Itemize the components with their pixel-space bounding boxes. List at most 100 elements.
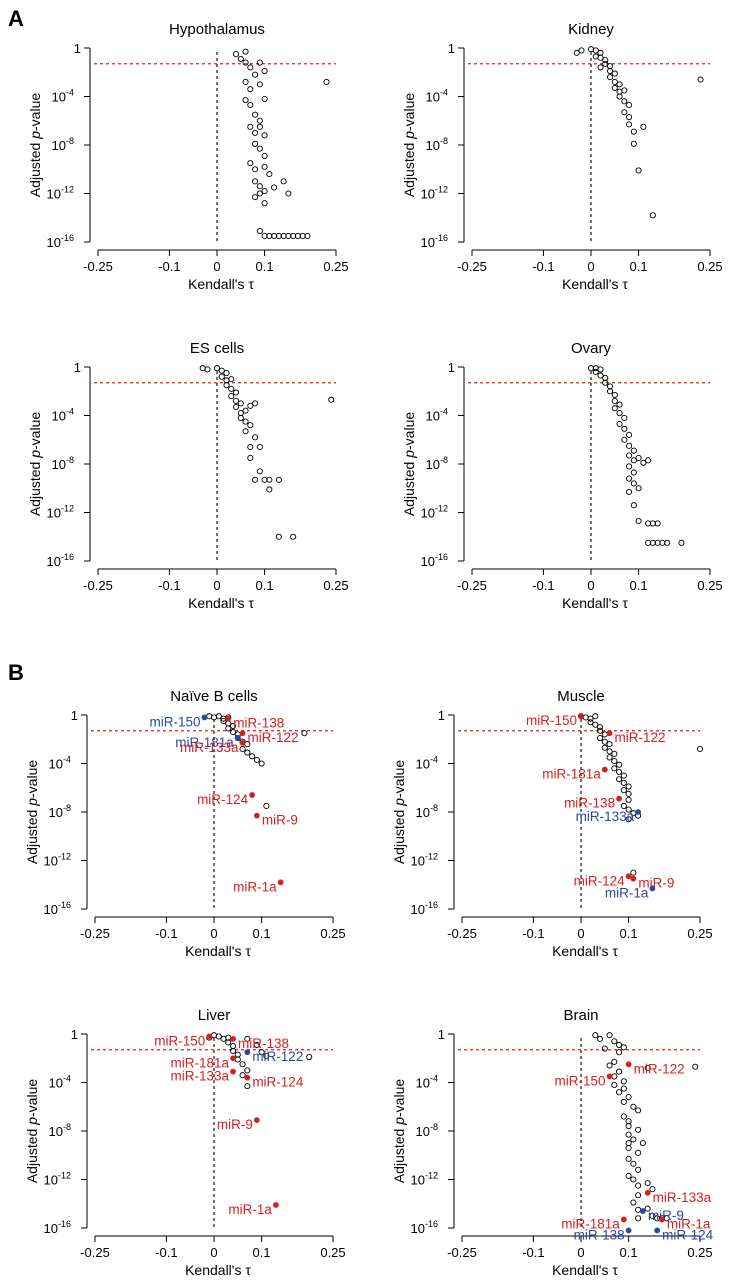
y-tick-label: 10-4 [426, 88, 448, 105]
x-tick-label: 0.25 [320, 1245, 345, 1260]
data-point [252, 400, 259, 407]
data-point [232, 403, 240, 411]
data-point [244, 1035, 251, 1042]
y-tick-label: 10-12 [44, 1171, 71, 1188]
mirna-label: miR-150 [149, 714, 200, 729]
data-point [625, 790, 632, 797]
mirna-label: miR-150 [555, 1073, 606, 1088]
data-point [573, 49, 580, 56]
data-point [606, 74, 614, 81]
data-point [630, 1160, 637, 1167]
mirna-label: miR-138 [574, 1227, 625, 1242]
data-point [252, 434, 259, 441]
chart-panel-5: Muscle 1 10-4 10-8 10-12 10-16 -0.25 -0.1 0 0.1 0.… [391, 688, 713, 959]
chart-title: ES cells [190, 340, 244, 357]
data-point [620, 802, 627, 809]
data-point [602, 57, 609, 64]
x-axis-label: Kendall's τ [185, 1262, 251, 1278]
y-tick-label: 1 [74, 41, 81, 56]
data-point [635, 1215, 642, 1222]
mirna-label: miR-9 [648, 1208, 684, 1223]
mirna-label: miR-181a [542, 767, 601, 782]
y-tick-label: 10-8 [416, 1122, 438, 1139]
mirna-label: miR-1a [605, 885, 649, 900]
mirna-label: miR-122 [615, 730, 666, 745]
data-point [635, 1182, 642, 1189]
highlight-point [625, 873, 632, 880]
data-point [229, 1047, 237, 1055]
data-point [611, 397, 618, 405]
data-point [261, 163, 268, 170]
x-tick-label: 0 [587, 259, 594, 274]
data-point [620, 1098, 627, 1105]
y-tick-label: 10-12 [411, 852, 438, 869]
x-tick-label: 0 [210, 1245, 217, 1260]
data-point [223, 382, 230, 389]
data-point [616, 401, 623, 408]
data-point [625, 796, 632, 803]
data-point [232, 389, 240, 396]
x-tick-label: -0.1 [522, 1245, 544, 1260]
highlight-point [639, 1208, 646, 1214]
data-point [644, 1180, 651, 1187]
y-tick-label: 10-8 [49, 803, 71, 820]
x-tick-label: -0.25 [83, 259, 113, 274]
highlight-point [630, 875, 637, 882]
data-point [635, 167, 642, 174]
data-point [664, 539, 671, 546]
y-tick-label: 10-12 [44, 852, 71, 869]
mirna-label: miR-124 [662, 1227, 714, 1242]
highlight-point [249, 792, 255, 798]
data-point [621, 436, 628, 443]
x-tick-label: -0.25 [80, 1245, 110, 1260]
data-point [218, 367, 225, 374]
x-axis-label: Kendall's τ [552, 943, 618, 959]
data-point [597, 366, 604, 373]
data-point [290, 533, 297, 540]
chart-panel-3: Ovary 1 10-4 10-8 10-12 10-16 -0.25 -0.1 0 0.1 0.2… [401, 340, 723, 611]
data-point [247, 160, 254, 167]
data-point [271, 184, 278, 191]
y-tick-label: 10-4 [416, 755, 438, 772]
x-tick-label: 0.25 [697, 259, 722, 274]
data-point [232, 397, 240, 405]
data-point [242, 78, 249, 85]
y-axis-label: Adjusted p-value [24, 760, 40, 865]
data-point [630, 457, 637, 464]
data-point [587, 715, 594, 722]
data-point [644, 1064, 651, 1071]
x-tick-label: 0.1 [630, 259, 648, 274]
data-point [256, 59, 263, 66]
mirna-label: miR-138 [564, 796, 615, 811]
data-point [626, 101, 633, 109]
y-tick-label: 10-8 [52, 455, 74, 472]
y-tick-label: 10-16 [421, 233, 448, 250]
x-tick-label: 0.25 [320, 926, 345, 941]
y-tick-label: 10-12 [421, 185, 448, 202]
data-point [237, 55, 244, 62]
data-point [597, 54, 604, 61]
data-point [630, 1136, 637, 1143]
data-point [635, 517, 642, 525]
x-tick-label: -0.1 [532, 578, 554, 593]
data-point [625, 1123, 632, 1130]
chart-title: Hypothalamus [169, 21, 265, 38]
data-point [242, 407, 249, 414]
data-point [626, 488, 633, 495]
mirna-label: miR-133a [180, 740, 239, 755]
chart-panel-2: ES cells 1 10-4 10-8 10-12 10-16 -0.25 -0.1 0 0.1… [27, 340, 349, 611]
data-point [323, 78, 330, 85]
y-tick-label: 1 [448, 360, 455, 375]
chart-panel-1: Kidney 1 10-4 10-8 10-12 10-16 -0.25 -0.1 0 0.1 0.… [401, 21, 723, 292]
highlight-point [253, 1117, 260, 1123]
section-label-a: A [8, 6, 24, 31]
data-point [237, 414, 244, 421]
x-tick-label: 0.1 [253, 926, 271, 941]
data-point [616, 1049, 623, 1056]
data-point [239, 1061, 246, 1068]
chart-title: Kidney [568, 21, 614, 38]
data-point [596, 724, 604, 731]
data-point [252, 194, 259, 201]
data-point [263, 802, 270, 809]
data-point [606, 388, 614, 395]
